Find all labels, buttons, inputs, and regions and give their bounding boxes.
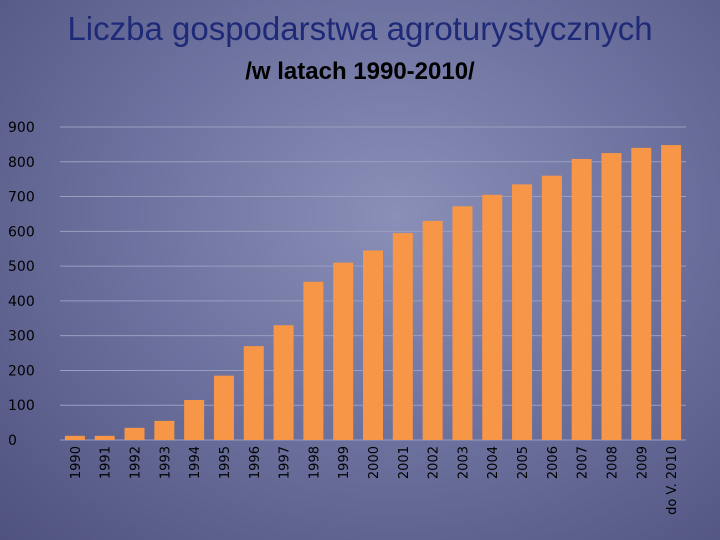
- bar: [154, 420, 175, 440]
- x-tick-label: 1998: [307, 446, 322, 479]
- y-tick-label: 100: [8, 398, 35, 414]
- y-tick-label: 300: [8, 329, 35, 345]
- y-tick-label: 500: [8, 259, 35, 275]
- y-tick-label: 400: [8, 294, 35, 310]
- bar: [363, 250, 383, 440]
- x-tick-label: 1997: [278, 446, 293, 479]
- x-tick-label: 1993: [158, 446, 173, 479]
- bar: [482, 194, 503, 440]
- y-tick-label: 700: [8, 190, 35, 206]
- x-tick-label: 1996: [248, 446, 263, 479]
- bar: [452, 206, 473, 440]
- bar: [124, 427, 145, 440]
- x-tick-label: 2005: [516, 446, 531, 479]
- x-tick-label: 2007: [576, 446, 591, 479]
- bar: [601, 153, 622, 441]
- bar: [213, 375, 234, 440]
- x-tick-label: 2003: [456, 446, 471, 479]
- bar: [422, 220, 443, 440]
- x-tick-label: 2009: [635, 446, 650, 479]
- bar: [184, 400, 205, 440]
- bar: [571, 158, 592, 441]
- bar: [64, 435, 85, 440]
- bar: [303, 281, 324, 440]
- chart-subtitle: /w latach 1990-2010/: [245, 58, 475, 85]
- x-tick-label: 1999: [337, 446, 352, 479]
- bar: [631, 147, 652, 440]
- x-tick-label: 2004: [486, 446, 501, 479]
- x-tick-label: 1994: [188, 446, 203, 479]
- y-tick-label: 600: [8, 224, 35, 240]
- x-tick-label: 1995: [218, 446, 233, 479]
- x-tick-label: 1992: [129, 446, 144, 479]
- bar: [333, 262, 354, 440]
- bar: [512, 184, 533, 440]
- x-tick-label: 1991: [99, 446, 114, 479]
- x-tick-label: 2006: [546, 446, 561, 479]
- x-tick-label: 2008: [605, 446, 620, 479]
- bar: [243, 346, 264, 440]
- x-tick-label: 2001: [397, 446, 412, 479]
- bar: [392, 233, 413, 440]
- y-tick-label: 900: [8, 120, 35, 136]
- y-tick-label: 200: [8, 363, 35, 379]
- x-tick-label: 2002: [427, 446, 442, 479]
- x-tick-label: 2000: [367, 446, 382, 479]
- y-tick-label: 0: [8, 433, 17, 449]
- bar: [661, 145, 682, 440]
- x-tick-label: do V. 2010: [665, 446, 680, 515]
- x-tick-label: 1990: [69, 446, 84, 479]
- bar: [273, 325, 294, 440]
- y-tick-label: 800: [8, 155, 35, 171]
- bar: [94, 435, 115, 440]
- bar: [541, 175, 562, 440]
- chart-title: Liczba gospodarstwa agroturystycznych: [67, 10, 653, 47]
